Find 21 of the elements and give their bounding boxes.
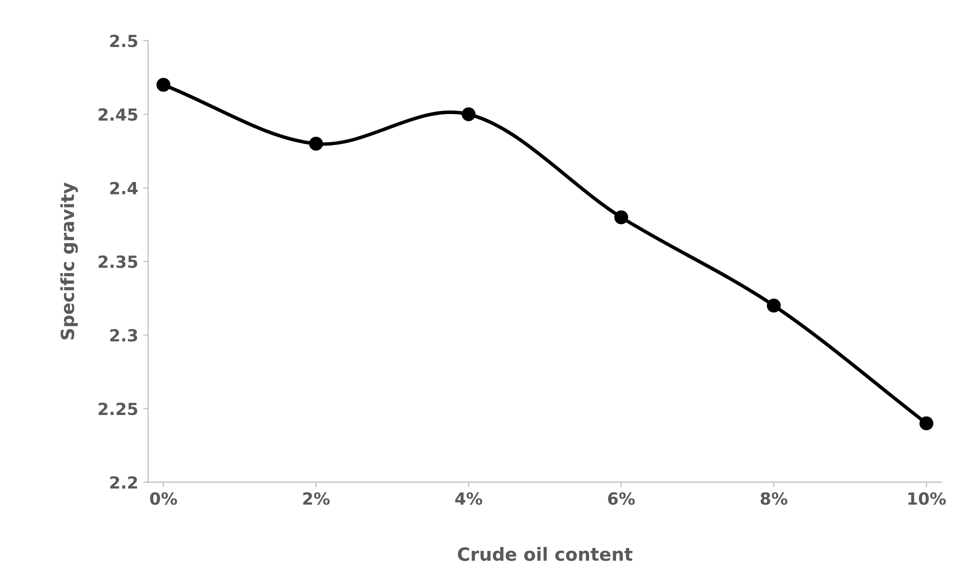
x-tick-label: 6%: [608, 492, 635, 505]
y-tick-label: 2.5: [110, 34, 138, 48]
point: [766, 298, 781, 313]
y-tick-label: 2.45: [98, 108, 138, 121]
point: [614, 210, 628, 224]
y-tick-label: 2.4: [110, 182, 138, 194]
x-tick-label: 0%: [150, 492, 178, 505]
x-tick-label: 10%: [908, 492, 946, 505]
y-tick-label: 2.35: [98, 255, 138, 268]
point: [919, 416, 934, 430]
point: [309, 136, 323, 151]
x-tick-label: 2%: [303, 492, 330, 505]
x-tick-label: 4%: [455, 492, 482, 505]
x-tick-label: 8%: [760, 492, 788, 505]
y-tick-label: 2.2: [110, 476, 138, 489]
y-tick-label: 2.25: [98, 402, 138, 416]
point: [462, 107, 476, 122]
y-axis-title: Specific gravity: [60, 182, 78, 340]
y-tick-label: 2.3: [110, 329, 138, 342]
point: [156, 78, 170, 92]
x-axis-title: Crude oil content: [458, 546, 632, 561]
